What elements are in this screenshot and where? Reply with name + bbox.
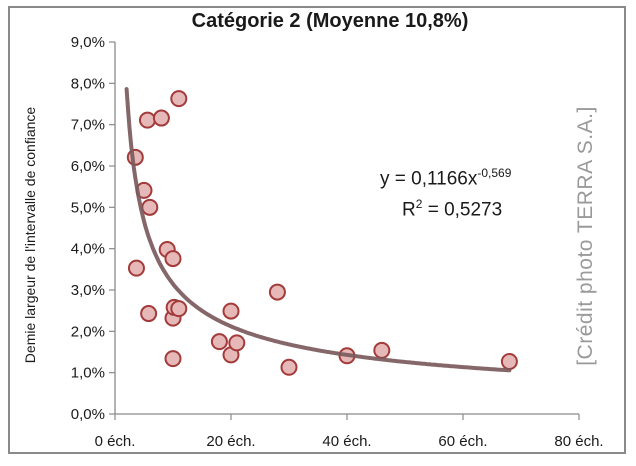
- data-point: [210, 333, 228, 351]
- r-squared-label: R: [402, 199, 416, 221]
- photo-credit-watermark: [Crédit photo TERRA S.A.]: [574, 106, 597, 366]
- r-squared-value: = 0,5273: [422, 199, 503, 221]
- trendline: [124, 87, 512, 373]
- data-point: [140, 305, 158, 323]
- y-tick-label: 0,0%: [71, 406, 105, 423]
- x-tick-label: 60 éch.: [438, 433, 487, 450]
- data-point: [170, 300, 188, 318]
- r-squared-exponent: 2: [415, 197, 423, 211]
- y-tick-label: 4,0%: [71, 241, 105, 258]
- x-tick-label: 20 éch.: [206, 433, 255, 450]
- data-point: [373, 341, 391, 359]
- trendline-equation-exponent: -0,569: [477, 166, 512, 180]
- data-point: [228, 334, 246, 352]
- data-point: [500, 353, 518, 371]
- y-tick-label: 6,0%: [71, 158, 105, 175]
- trendline-equation: y = 0,1166x-0,569: [380, 166, 511, 190]
- data-point: [222, 302, 240, 320]
- data-point: [127, 259, 145, 277]
- y-tick-label: 5,0%: [71, 199, 105, 216]
- data-point: [164, 350, 182, 368]
- x-tick-label: 80 éch.: [554, 433, 603, 450]
- data-point: [268, 283, 286, 301]
- y-tick-label: 8,0%: [71, 75, 105, 92]
- y-tick-label: 3,0%: [71, 282, 105, 299]
- data-point: [164, 250, 182, 268]
- y-axis-label: Demie largeur de l'intervalle de confian…: [22, 106, 38, 364]
- chart-title: Catégorie 2 (Moyenne 10,8%): [191, 10, 469, 32]
- data-point: [152, 109, 170, 127]
- data-point: [170, 90, 188, 108]
- x-tick-label: 0 éch.: [95, 433, 136, 450]
- trendline-r-squared: R2 = 0,5273: [402, 197, 502, 221]
- y-tick-label: 1,0%: [71, 365, 105, 382]
- y-tick-label: 9,0%: [71, 34, 105, 51]
- x-tick-label: 40 éch.: [322, 433, 371, 450]
- data-point: [138, 111, 156, 129]
- y-tick-label: 7,0%: [71, 117, 105, 134]
- data-point: [141, 198, 159, 216]
- trendline-equation-text: y = 0,1166x: [380, 168, 478, 190]
- chart-frame: [8, 6, 626, 454]
- data-point: [280, 358, 298, 376]
- y-tick-label: 2,0%: [71, 323, 105, 340]
